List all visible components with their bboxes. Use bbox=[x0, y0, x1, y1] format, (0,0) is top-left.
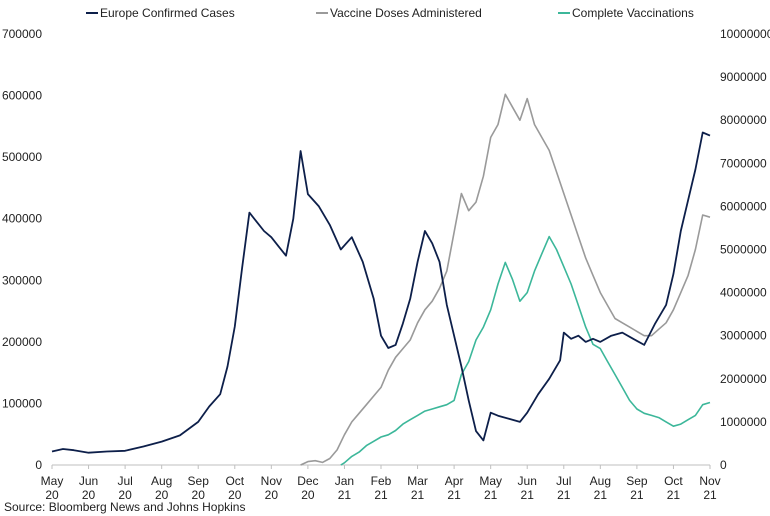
x-tick-label-month: May bbox=[479, 474, 502, 488]
right-y-tick-label: 4000000 bbox=[720, 286, 767, 300]
x-tick-label-month: Sep bbox=[626, 474, 648, 488]
x-tick-label-year: 21 bbox=[338, 488, 352, 502]
x-tick-label-month: Apr bbox=[445, 474, 464, 488]
left-y-tick-label: 500000 bbox=[2, 150, 42, 164]
x-tick-label-year: 20 bbox=[118, 488, 132, 502]
left-y-tick-label: 200000 bbox=[2, 335, 42, 349]
x-tick-label-year: 20 bbox=[265, 488, 279, 502]
x-tick-label-year: 21 bbox=[557, 488, 571, 502]
x-tick-label-month: Feb bbox=[371, 474, 392, 488]
left-y-tick-label: 700000 bbox=[2, 27, 42, 41]
x-tick-label-month: Jun bbox=[518, 474, 537, 488]
x-tick-label-year: 21 bbox=[667, 488, 681, 502]
x-axis: May20Jun20Jul20Aug20Sep20Oct20Nov20Dec20… bbox=[41, 464, 721, 502]
x-tick-label-year: 20 bbox=[82, 488, 96, 502]
x-tick-label-year: 21 bbox=[594, 488, 608, 502]
series-line-europe-cases bbox=[51, 131, 711, 454]
x-tick-label-month: Dec bbox=[297, 474, 318, 488]
x-tick-label-month: Oct bbox=[664, 474, 683, 488]
right-y-tick-label: 3000000 bbox=[720, 329, 767, 343]
x-tick-label-year: 20 bbox=[301, 488, 315, 502]
right-y-tick-label: 2000000 bbox=[720, 372, 767, 386]
x-tick-label-year: 21 bbox=[411, 488, 425, 502]
x-tick-label-month: Oct bbox=[225, 474, 244, 488]
x-tick-label-month: Sep bbox=[188, 474, 210, 488]
x-tick-label-month: Nov bbox=[261, 474, 282, 488]
right-y-tick-label: 6000000 bbox=[720, 199, 767, 213]
series-line-vaccine-doses bbox=[300, 93, 711, 466]
legend-item-vaccine-doses: Vaccine Doses Administered bbox=[316, 6, 482, 20]
left-y-axis: 0 100000 200000 300000 400000 500000 600000 700… bbox=[2, 27, 42, 472]
series-line-complete-vaccinations bbox=[340, 235, 711, 466]
legend-label-europe-cases: Europe Confirmed Cases bbox=[100, 6, 235, 20]
legend-item-complete-vaccinations: Complete Vaccinations bbox=[558, 6, 694, 20]
right-y-tick-label: 10000000 bbox=[720, 27, 770, 41]
x-tick-label-year: 21 bbox=[521, 488, 535, 502]
x-tick-label-year: 20 bbox=[45, 488, 59, 502]
right-y-tick-label: 1000000 bbox=[720, 415, 767, 429]
x-tick-label-year: 21 bbox=[447, 488, 461, 502]
left-y-tick-label: 300000 bbox=[2, 273, 42, 287]
right-y-tick-label: 0 bbox=[720, 458, 727, 472]
x-tick-label-month: Jul bbox=[556, 474, 571, 488]
left-y-tick-label: 0 bbox=[35, 458, 42, 472]
legend-label-vaccine-doses: Vaccine Doses Administered bbox=[330, 6, 482, 20]
right-y-tick-label: 9000000 bbox=[720, 70, 767, 84]
x-tick-label-month: May bbox=[41, 474, 64, 488]
legend-label-complete-vaccinations: Complete Vaccinations bbox=[572, 6, 694, 20]
x-tick-label-year: 21 bbox=[630, 488, 644, 502]
x-tick-label-month: Mar bbox=[407, 474, 428, 488]
x-tick-label-month: Aug bbox=[151, 474, 172, 488]
left-y-tick-label: 100000 bbox=[2, 396, 42, 410]
x-tick-label-year: 20 bbox=[192, 488, 206, 502]
right-y-axis: 0 1000000 2000000 3000000 4000000 5000000 6000… bbox=[720, 27, 770, 472]
x-tick-label-year: 20 bbox=[155, 488, 169, 502]
right-y-tick-label: 8000000 bbox=[720, 113, 767, 127]
left-y-tick-label: 600000 bbox=[2, 89, 42, 103]
x-tick-label-month: Jun bbox=[79, 474, 98, 488]
x-tick-label-year: 21 bbox=[374, 488, 388, 502]
x-tick-label-year: 20 bbox=[228, 488, 242, 502]
x-tick-label-month: Jul bbox=[117, 474, 132, 488]
x-tick-label-month: Jan bbox=[335, 474, 354, 488]
chart-legend: Europe Confirmed Cases Vaccine Doses Adm… bbox=[86, 6, 694, 20]
left-y-tick-label: 400000 bbox=[2, 212, 42, 226]
x-tick-label-month: Nov bbox=[699, 474, 720, 488]
x-tick-label-year: 21 bbox=[703, 488, 717, 502]
right-y-tick-label: 7000000 bbox=[720, 156, 767, 170]
series-layer bbox=[51, 93, 711, 466]
x-tick-label-year: 21 bbox=[484, 488, 498, 502]
source-note: Source: Bloomberg News and Johns Hopkins bbox=[4, 500, 246, 514]
x-tick-label-month: Aug bbox=[590, 474, 611, 488]
legend-item-europe-cases: Europe Confirmed Cases bbox=[86, 6, 235, 20]
right-y-tick-label: 5000000 bbox=[720, 243, 767, 257]
